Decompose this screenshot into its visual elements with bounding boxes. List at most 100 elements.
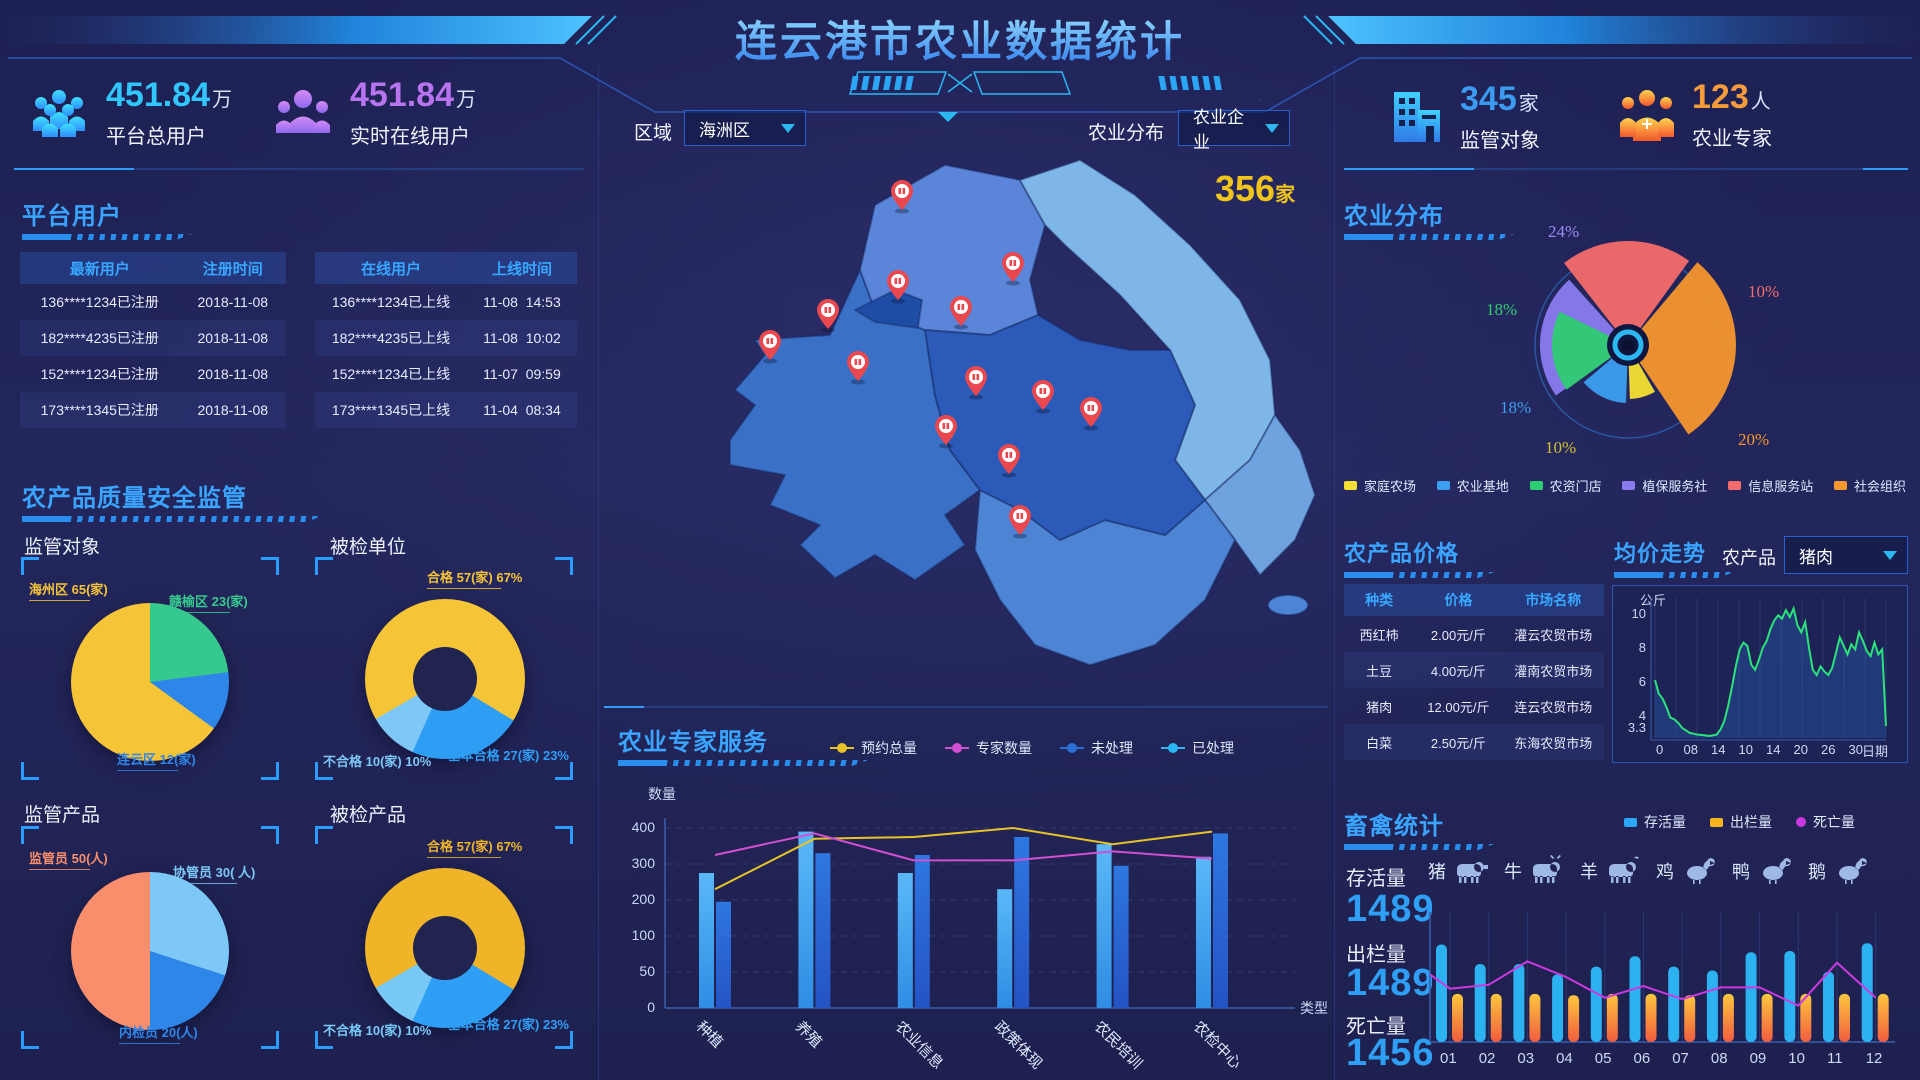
pin-face [763,334,777,348]
legend-item[interactable]: 信息服务站 [1728,476,1813,495]
x-tick-label: 08 [1683,742,1698,757]
product-dropdown[interactable]: 猪肉 [1784,536,1908,574]
cell-user: 182****4235已上线 [331,330,451,346]
x-tick-label: 20 [1793,742,1808,757]
expert-legend: 预约总量 专家数量 未处理 已处理 [830,738,1234,758]
legend-label: 预约总量 [861,740,917,756]
cell-market: 灌云农贸市场 [1514,627,1593,643]
livestock-chart [1429,912,1895,1043]
legend-label: 家庭农场 [1364,479,1417,494]
legend-item[interactable]: 出栏量 [1710,812,1772,832]
line-dead [1429,960,1877,1007]
users-group-icon [33,89,85,137]
map-pin-icon[interactable] [965,366,987,400]
expert-service-chart [664,818,1295,1009]
pin-shadow [851,379,865,385]
legend-item[interactable]: 农资门店 [1529,476,1602,495]
swatch-icon [1833,481,1847,490]
column-separator-right [1334,66,1335,1080]
pin-glyph [1009,452,1013,458]
stat-total-users: 451.84 万 平台总用户 [28,78,232,149]
month-label: 06 [1633,1050,1651,1067]
cell-price: 4.00元/斤 [1430,663,1486,679]
legend-item[interactable]: 存活量 [1624,812,1686,832]
y-tick-label: 100 [631,927,655,943]
table-row: 土豆 4.00元/斤 灌南农贸市场 [1344,652,1604,688]
section-deco [1614,572,1734,578]
y-tick-label: 0 [647,999,655,1015]
map-pin-icon[interactable] [847,351,869,385]
map-pin-icon[interactable] [817,299,839,333]
x-category-label: 种植 [692,1018,727,1052]
map-pin-icon[interactable] [950,296,972,330]
pin-face [1013,509,1027,523]
online-table: 在线用户 上线时间 136****1234已上线 11-08 14:53 182*… [315,252,577,428]
map-pin-icon[interactable] [891,180,913,214]
animal-name: 鸭 [1732,862,1750,882]
stat-value: 451.84 [106,76,210,114]
stat-value: 451.84 [350,76,454,114]
animal-item-牛: 牛 [1504,855,1567,886]
bar-已处理 [699,873,714,1008]
region-dropdown[interactable]: 海洲区 [684,110,806,146]
pie-callout: 基本合格 27(家) 23% [447,1017,569,1032]
x-tick-label: 26 [1821,742,1836,757]
map-pin-icon[interactable] [1080,397,1102,431]
table-row: 152****1234已注册 2018-11-08 [20,356,286,392]
legend-label: 农业基地 [1456,479,1509,494]
bar-未处理 [815,853,831,1008]
legend-item[interactable]: 已处理 [1161,738,1234,758]
map-pin-icon[interactable] [759,330,781,364]
legend-item[interactable]: 未处理 [1060,738,1133,758]
pin-glyph [1039,388,1043,394]
pin-glyph [1087,405,1091,411]
bar-out [1490,993,1502,1042]
pie-callout: 合格 57(家) 67% [427,836,522,858]
dist-dropdown[interactable]: 农业企业 [1178,108,1290,152]
rose-pct-label: 10% [1545,438,1577,457]
pin-glyph [854,359,858,365]
legend-label: 已处理 [1192,740,1234,756]
bar-alive [1474,964,1486,1042]
legend-item[interactable]: 植保服务社 [1622,476,1707,495]
legend-item[interactable]: 预约总量 [830,738,917,758]
map-pin-icon[interactable] [1032,380,1054,414]
pin-shadow [939,443,953,449]
cell-user: 173****1345已上线 [331,402,451,418]
cell-price: 2.50元/斤 [1430,735,1486,751]
section-deco [1344,844,1494,850]
col-header: 价格 [1444,592,1473,608]
x-tick-label: 0 [1656,742,1664,757]
pin-face [1006,256,1020,270]
cell-user: 182****4235已注册 [40,330,159,346]
bar-out [1722,993,1734,1042]
bar-alive [1861,943,1873,1042]
legend-item[interactable]: 死亡量 [1796,812,1855,832]
table-row: 白菜 2.50元/斤 东海农贸市场 [1344,724,1604,760]
trend-unit-label: 公斤 [1640,593,1667,608]
pin-shadow [969,394,983,400]
bar-alive [1668,966,1680,1042]
bar-out [1839,993,1850,1042]
bar-未处理 [716,901,731,1008]
map-pin-icon[interactable] [887,270,909,304]
map-pin-icon[interactable] [998,444,1020,478]
map-pin-icon[interactable] [1002,252,1024,286]
map-pin-icon[interactable] [935,415,957,449]
table-row: 173****1345已注册 2018-11-08 [20,392,286,428]
cell-market: 连云农贸市场 [1514,699,1593,715]
map-count-value: 356 [1215,168,1276,209]
x-tick-label: 14 [1711,742,1726,757]
bar-alive [1745,952,1757,1042]
table-row: 猪肉 12.00元/斤 连云农贸市场 [1344,688,1604,724]
cell-kind: 猪肉 [1366,699,1393,715]
legend-item[interactable]: 社会组织 [1833,476,1906,495]
livestock-stat-label: 存活量 [1346,868,1406,890]
legend-item[interactable]: 农业基地 [1436,476,1509,495]
rose-slice [1628,358,1655,399]
pin-glyph [946,423,950,429]
legend-item[interactable]: 家庭农场 [1344,476,1416,495]
legend-item[interactable]: 专家数量 [945,738,1032,758]
map-pin-icon[interactable] [1009,505,1031,539]
pie-callout: 协管员 30( 人) [173,862,255,884]
